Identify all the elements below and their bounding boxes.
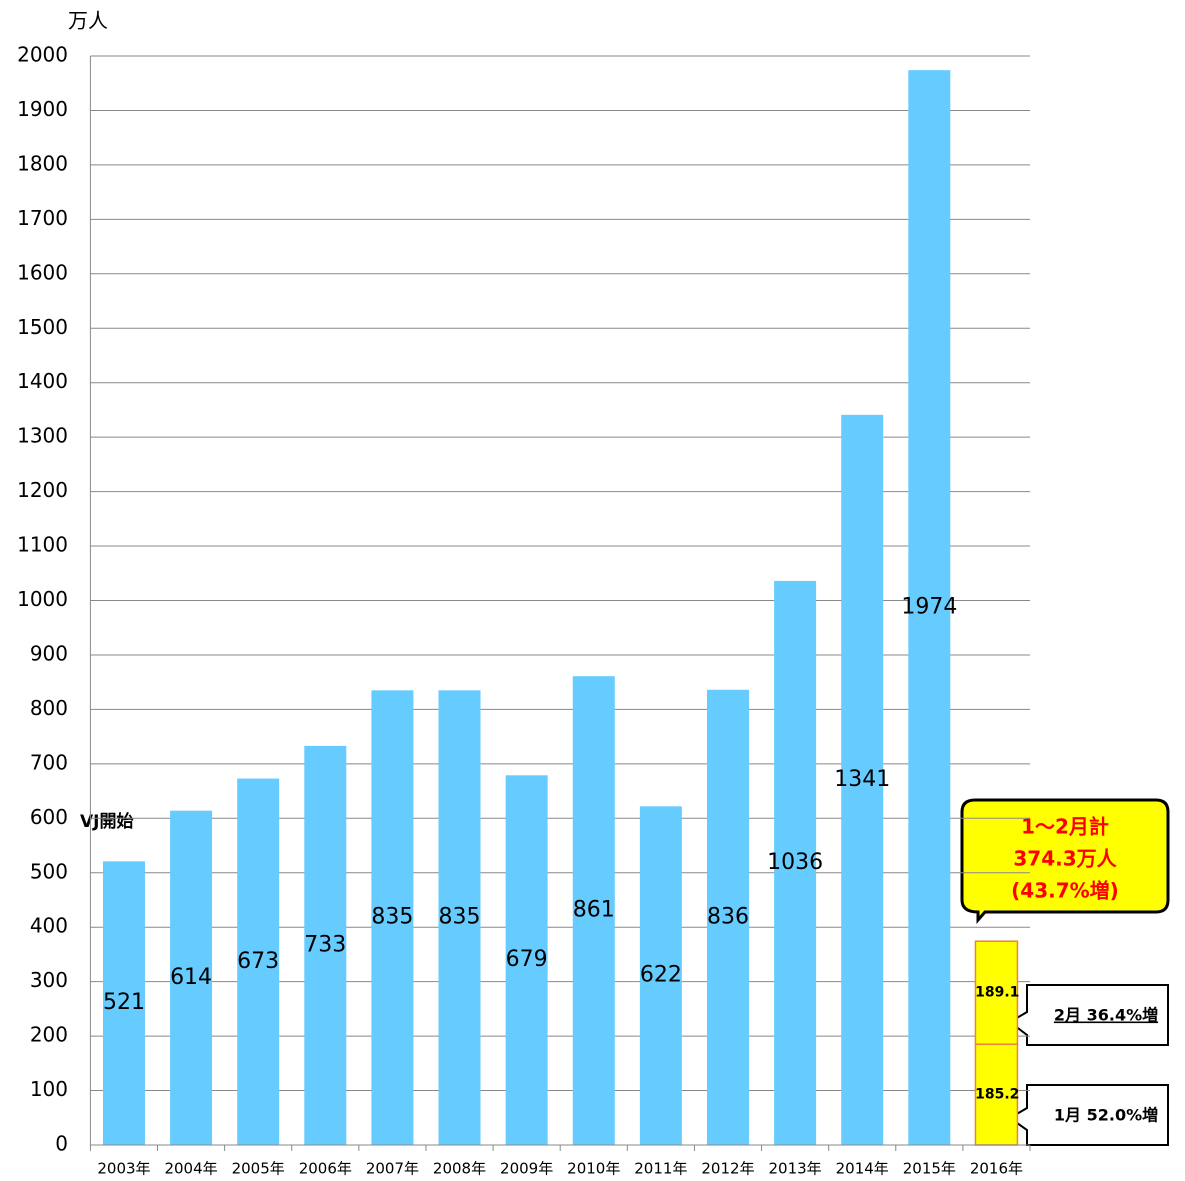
- data-label: 835: [439, 905, 481, 930]
- y-tick-label: 1800: [17, 151, 68, 175]
- bar: [841, 414, 884, 1145]
- y-tick-label: 1900: [17, 97, 68, 121]
- x-tick-label: 2012年: [701, 1160, 754, 1178]
- bar: [102, 861, 145, 1145]
- x-tick-label: 2005年: [232, 1160, 285, 1178]
- x-tick-label: 2016年: [970, 1160, 1023, 1178]
- callout-text: 1月 52.0%増: [1054, 1106, 1158, 1125]
- x-tick-label: 2006年: [299, 1160, 352, 1178]
- x-tick-label: 2011年: [634, 1160, 687, 1178]
- bar: [639, 806, 682, 1145]
- callout-text: 1〜2月計: [1021, 815, 1109, 839]
- callout-box: [1008, 1084, 1169, 1146]
- y-axis-label: 万人: [68, 9, 108, 33]
- bar: [572, 676, 615, 1145]
- y-tick-label: 900: [30, 641, 68, 665]
- y-tick-label: 300: [30, 968, 68, 992]
- data-label: 836: [707, 904, 749, 929]
- bar: [170, 810, 213, 1145]
- x-tick-label: 2010年: [567, 1160, 620, 1178]
- x-tick-label: 2008年: [433, 1160, 486, 1178]
- y-tick-label: 1100: [17, 533, 68, 557]
- y-tick-label: 2000: [17, 43, 68, 67]
- bar: [304, 745, 347, 1145]
- y-tick-label: 1500: [17, 315, 68, 339]
- y-tick-label: 800: [30, 696, 68, 720]
- x-tick-label: 2003年: [97, 1160, 150, 1178]
- bar: [706, 689, 749, 1145]
- data-label: 1341: [834, 767, 890, 792]
- y-tick-label: 1300: [17, 424, 68, 448]
- data-label: 189.1: [975, 985, 1019, 1001]
- bar: [438, 690, 481, 1145]
- data-label: 185.2: [975, 1087, 1019, 1103]
- y-tick-label: 400: [30, 914, 68, 938]
- x-tick-label: 2004年: [164, 1160, 217, 1178]
- bar: [237, 778, 280, 1145]
- data-label: 614: [170, 965, 212, 990]
- callout-text: 374.3万人: [1013, 847, 1117, 871]
- bar: [505, 775, 548, 1145]
- data-label: 835: [371, 905, 413, 930]
- y-tick-label: 1700: [17, 206, 68, 230]
- data-label: 673: [237, 949, 279, 974]
- y-tick-label: 500: [30, 859, 68, 883]
- y-tick-label: 1000: [17, 587, 68, 611]
- bar: [774, 580, 817, 1145]
- callout-text: (43.7%増): [1011, 879, 1119, 903]
- callout-text: 2月 36.4%増: [1054, 1006, 1158, 1025]
- x-tick-label: 2013年: [769, 1160, 822, 1178]
- x-tick-label: 2015年: [903, 1160, 956, 1178]
- data-label: 622: [640, 963, 682, 988]
- data-label: 521: [103, 990, 145, 1015]
- y-tick-label: 700: [30, 750, 68, 774]
- y-tick-label: 0: [55, 1132, 68, 1156]
- data-label: 679: [506, 947, 548, 972]
- bar: [974, 1043, 1019, 1146]
- x-tick-label: 2009年: [500, 1160, 553, 1178]
- data-label: 1036: [767, 850, 823, 875]
- bar: [908, 70, 951, 1146]
- y-tick-label: 1200: [17, 478, 68, 502]
- y-tick-label: 200: [30, 1023, 68, 1047]
- y-tick-label: 600: [30, 805, 68, 829]
- data-label: 733: [304, 932, 346, 957]
- x-tick-label: 2014年: [836, 1160, 889, 1178]
- data-label: 861: [573, 898, 615, 923]
- bar: [974, 940, 1019, 1045]
- callout-box: [960, 798, 1170, 924]
- y-tick-label: 1600: [17, 260, 68, 284]
- data-label: 1974: [901, 595, 957, 620]
- callout-box: [1008, 984, 1169, 1046]
- y-tick-label: 1400: [17, 369, 68, 393]
- annotation: VJ開始: [80, 811, 133, 832]
- bar: [371, 690, 414, 1145]
- y-tick-label: 100: [30, 1077, 68, 1101]
- x-tick-label: 2007年: [366, 1160, 419, 1178]
